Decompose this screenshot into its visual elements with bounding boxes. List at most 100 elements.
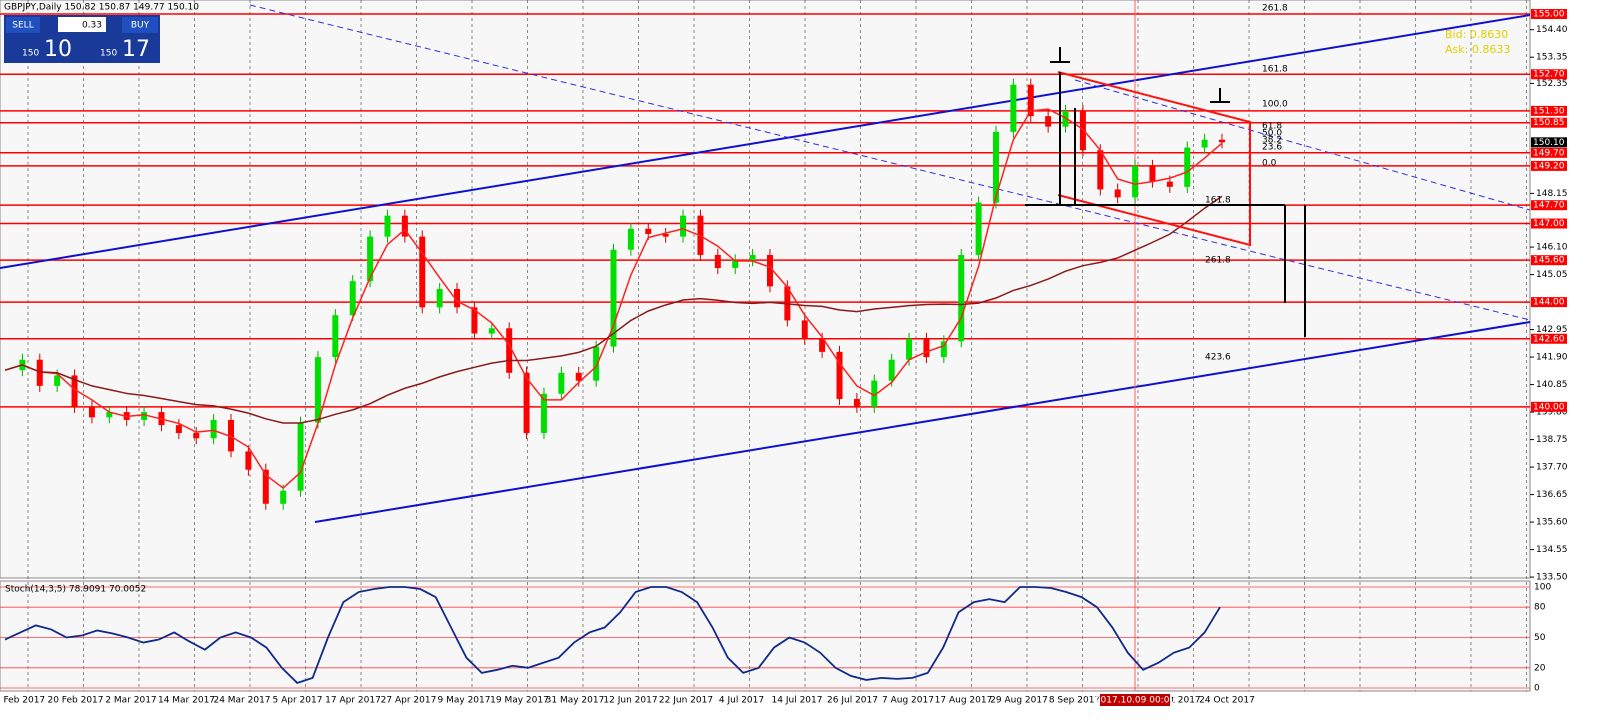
candle [314,357,321,423]
moving-average [4,195,1223,424]
level-box [1531,117,1567,128]
y-tick-label: 137.70 [1536,463,1568,473]
candle [488,328,495,334]
date-label: 31 May 2017 [546,696,605,706]
channel-bottom [314,321,1531,523]
candle [88,406,95,418]
candle [262,469,269,504]
level-label: 150.85 [1533,118,1565,128]
y-tick-label: 154.40 [1536,25,1568,35]
triangle [1057,71,1251,247]
date-label: 29 Aug 2017 [990,696,1048,706]
level-box [1531,401,1567,412]
buy-prefix: 150 [100,49,117,59]
date-label: 2 Mar 2017 [105,696,156,706]
y-tick-label: 136.65 [1536,490,1568,500]
candle [245,451,252,470]
lot: 0.33 [82,21,102,31]
bid: Bid: 0.8630 [1445,28,1508,41]
y-tick-label: 141.90 [1536,353,1568,363]
candle [401,215,408,237]
cursor-date: 2017.10.09 00:00 [1095,696,1176,706]
stoch-label: Stoch(14,3,5) 78.9091 70.0052 [5,585,146,595]
sell-button[interactable] [6,17,40,33]
candle [575,372,582,381]
candle [975,202,982,255]
date-label: 27 Apr 2017 [381,696,437,706]
candle [506,328,513,373]
level-label: 149.70 [1533,148,1565,158]
y-tick-label: 134.55 [1536,545,1568,555]
date-label: 5 Apr 2017 [273,696,323,706]
level-label: 152.70 [1533,70,1565,80]
candle [1166,181,1173,187]
candle [1114,189,1121,198]
candle [54,375,61,386]
candle [141,412,148,420]
candle [1219,139,1225,143]
buy-price: 17 [122,37,150,62]
candle [853,398,860,407]
stoch-tick-label: 0 [1534,684,1540,694]
lot-input[interactable] [58,17,106,32]
level-box [1531,69,1567,80]
stoch-line [4,586,1221,684]
fib-label: 261.8 [1262,4,1288,14]
dashed-trend [1074,79,1531,211]
candle [958,254,965,342]
level-label: 145.60 [1533,256,1565,266]
candle [871,380,878,407]
y-tick-label: 135.60 [1536,518,1568,528]
trade-panel: SELL 0.33 BUY 150 10 150 17 [4,15,160,63]
candle [1010,84,1017,132]
candle [662,233,669,237]
fib-label: 50.0 [1262,129,1282,139]
date-label: 8 Sep 2017 [1049,696,1100,706]
date-label: 17 Aug 2017 [935,696,993,706]
candle [1149,165,1156,182]
candle [923,338,930,358]
candle [1097,150,1104,190]
level-label: 149.20 [1533,161,1565,171]
level-box [1531,160,1567,171]
fib-label: 0.0 [1262,159,1277,169]
y-tick-label: 138.75 [1536,435,1568,445]
candle [349,281,356,316]
candle [819,338,826,352]
fib-label: 423.6 [1205,353,1231,363]
moving-average [4,108,1223,490]
date-label: 20 Feb 2017 [47,696,103,706]
date-label: 7 Aug 2017 [882,696,934,706]
candle [627,228,634,250]
candle [1201,139,1208,148]
fib-label: 61.8 [1262,122,1282,132]
date-label: 12 Jun 2017 [603,696,657,706]
date-label: 14 Mar 2017 [158,696,215,706]
level-box [1531,105,1567,116]
fib-label: 38.2 [1262,136,1282,146]
fib-label: 261.8 [1205,256,1231,266]
current-label: 150.10 [1533,138,1565,148]
buy-button[interactable] [122,17,158,33]
candle [71,375,78,407]
candle [228,419,235,452]
y-tick-label: 139.80 [1536,408,1568,418]
candle [175,425,182,434]
candle [940,341,947,358]
candle [680,215,687,237]
candle [888,359,895,381]
level-box [1531,255,1567,266]
ask: Ask: 0.8633 [1445,43,1510,56]
date-label: 24 Mar 2017 [213,696,270,706]
stoch-tick-label: 20 [1534,663,1546,673]
y-tick-label: 145.05 [1536,270,1568,280]
fib-label: 161.8 [1262,65,1288,75]
level-box [1531,9,1567,19]
candle [297,422,304,491]
candle [1027,84,1034,117]
date-label: 17 Apr 2017 [325,696,381,706]
date-label: 26 Jul 2017 [827,696,878,706]
stoch-tick-label: 100 [1534,583,1551,593]
y-tick-label: 148.15 [1536,189,1568,199]
